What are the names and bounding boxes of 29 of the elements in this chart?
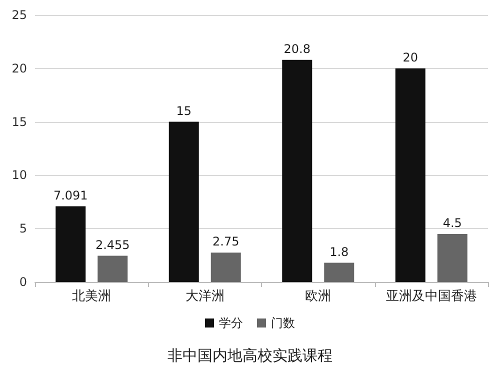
- y-tick-label: 0: [19, 275, 27, 289]
- x-tick-label: 欧洲: [305, 289, 332, 304]
- bar: [56, 206, 86, 282]
- data-label: 15: [176, 104, 192, 118]
- bar: [210, 252, 241, 282]
- legend-label: 门数: [271, 316, 295, 330]
- x-tick-label: 大洋洲: [185, 289, 224, 304]
- bar: [324, 262, 354, 282]
- data-label: 20: [402, 50, 418, 64]
- legend-label: 学分: [219, 316, 243, 330]
- bar: [437, 234, 468, 282]
- y-tick-label: 10: [12, 168, 27, 182]
- x-tick-label: 亚洲及中国香港: [386, 289, 477, 304]
- text: 非中国内地高校实践课程: [168, 346, 332, 364]
- y-tick-label: 15: [12, 114, 27, 129]
- bar: [168, 122, 199, 282]
- data-label: 2.75: [212, 234, 240, 249]
- data-label: 1.8: [330, 244, 349, 259]
- y-tick-label: 5: [19, 222, 27, 236]
- bar: [282, 60, 312, 282]
- bar: [98, 256, 128, 282]
- bar: [395, 68, 426, 282]
- y-tick-label: 25: [12, 8, 27, 22]
- data-label: 7.091: [53, 188, 88, 202]
- data-label: 20.8: [284, 42, 310, 56]
- data-label: 2.455: [95, 238, 130, 252]
- y-tick-label: 20: [12, 61, 27, 76]
- data-label: 4.5: [442, 216, 462, 230]
- x-tick-label: 北美洲: [72, 288, 112, 304]
